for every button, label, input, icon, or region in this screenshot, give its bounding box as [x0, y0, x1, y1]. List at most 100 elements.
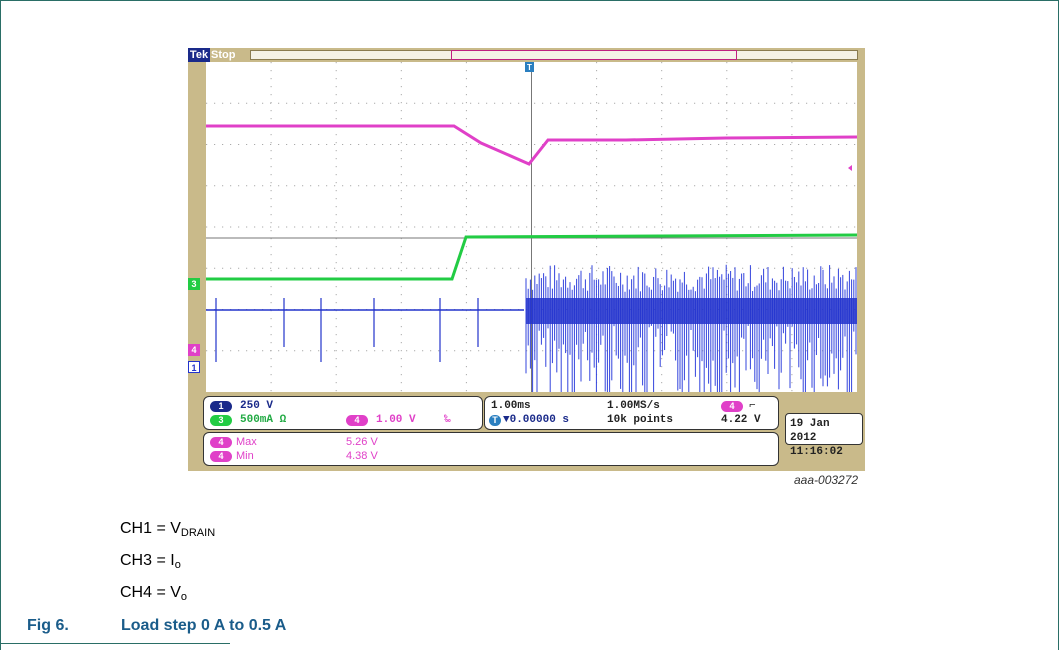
- grid-dot: [526, 267, 528, 269]
- grid-dot: [400, 110, 402, 112]
- grid-dot: [526, 185, 528, 187]
- ch3-badge: 3: [210, 415, 232, 426]
- grid-dot: [726, 226, 728, 228]
- grid-dot: [596, 78, 598, 80]
- grid-dot: [596, 270, 598, 272]
- grid-dot: [766, 144, 768, 145]
- ch1-spikes: [215, 298, 479, 362]
- grid-dot: [446, 226, 448, 228]
- grid-dot: [465, 318, 467, 320]
- capture-date: 19 Jan 2012: [790, 418, 830, 444]
- grid-dot: [726, 286, 728, 288]
- grid-dot: [262, 350, 264, 352]
- grid-dot: [335, 326, 337, 328]
- grid-dot: [478, 267, 480, 269]
- grid-dot: [334, 102, 336, 104]
- grid-dot: [726, 102, 728, 104]
- grid-dot: [574, 267, 576, 269]
- grid-dot: [465, 230, 467, 232]
- grid-dot: [596, 126, 598, 128]
- grid-dot: [661, 102, 663, 104]
- grid-dot: [400, 62, 402, 64]
- grid-dot: [791, 366, 793, 368]
- grid-dot: [400, 166, 402, 168]
- grid-dot: [670, 144, 672, 145]
- grid-dot: [791, 262, 793, 264]
- ch1-scale: 250 V: [240, 400, 274, 412]
- trigger-slope: ⌐: [749, 400, 756, 412]
- grid-dot: [702, 185, 704, 187]
- grid-dot: [661, 214, 663, 216]
- grid-dot: [606, 102, 608, 104]
- grid-dot: [782, 102, 784, 104]
- grid-dot: [750, 144, 752, 145]
- grid-dot: [791, 86, 793, 88]
- grid-dot: [230, 226, 232, 228]
- grid-dot: [335, 198, 337, 200]
- grid-dot: [366, 226, 368, 228]
- grid-dot: [366, 267, 368, 269]
- grid-dot: [566, 226, 568, 228]
- grid-dot: [400, 94, 402, 96]
- grid-dot: [335, 350, 337, 352]
- grid-dot: [726, 214, 728, 216]
- grid-dot: [582, 226, 584, 228]
- grid-dot: [400, 150, 402, 152]
- grid-dot: [462, 226, 464, 228]
- grid-dot: [596, 166, 598, 168]
- grid-dot: [366, 102, 368, 104]
- grid-dot: [791, 334, 793, 336]
- grid-dot: [750, 102, 752, 104]
- grid-dot: [846, 102, 848, 104]
- grid-dot: [791, 246, 793, 248]
- grid-dot: [596, 190, 598, 192]
- grid-dot: [526, 102, 528, 104]
- grid-dot: [270, 214, 272, 216]
- trigger-marker: [525, 62, 534, 72]
- grid-dot: [596, 246, 598, 248]
- grid-dot: [758, 144, 760, 145]
- grid-dot: [422, 185, 424, 187]
- grid-dot: [510, 102, 512, 104]
- grid-dot: [374, 185, 376, 187]
- grid-dot: [400, 294, 402, 296]
- grid-dot: [661, 62, 663, 64]
- grid-dot: [454, 144, 456, 145]
- grid-dot: [270, 318, 272, 320]
- grid-dot: [318, 350, 320, 352]
- grid-dot: [302, 102, 304, 104]
- grid-dot: [465, 142, 467, 144]
- ch4-trace: [206, 124, 857, 166]
- grid-dot: [534, 144, 536, 145]
- grid-dot: [318, 102, 320, 104]
- grid-dot: [806, 350, 808, 352]
- grid-dot: [502, 102, 504, 104]
- grid-dot: [465, 174, 467, 176]
- grid-dot: [726, 358, 728, 360]
- grid-dot: [791, 238, 793, 240]
- grid-dot: [854, 226, 856, 228]
- grid-dot: [342, 226, 344, 228]
- grid-dot: [662, 185, 664, 187]
- grid-dot: [814, 185, 816, 187]
- tek-logo: Tek: [188, 48, 210, 62]
- grid-dot: [406, 185, 408, 187]
- grid-dot: [335, 190, 337, 192]
- grid-dot: [254, 267, 256, 269]
- grid-dot: [791, 94, 793, 96]
- grid-dot: [400, 102, 402, 104]
- grid-dot: [502, 144, 504, 145]
- grid-dot: [566, 267, 568, 269]
- grid-dot: [350, 144, 352, 145]
- grid-dot: [302, 144, 304, 145]
- grid-dot: [430, 226, 432, 228]
- grid-dot: [694, 102, 696, 104]
- grid-dot: [718, 350, 720, 352]
- grid-dot: [694, 185, 696, 187]
- grid-dot: [590, 267, 592, 269]
- grid-dot: [702, 144, 704, 145]
- grid-dot: [750, 185, 752, 187]
- grid-dot: [465, 390, 467, 392]
- grid-dot: [294, 350, 296, 352]
- grid-dot: [270, 226, 272, 228]
